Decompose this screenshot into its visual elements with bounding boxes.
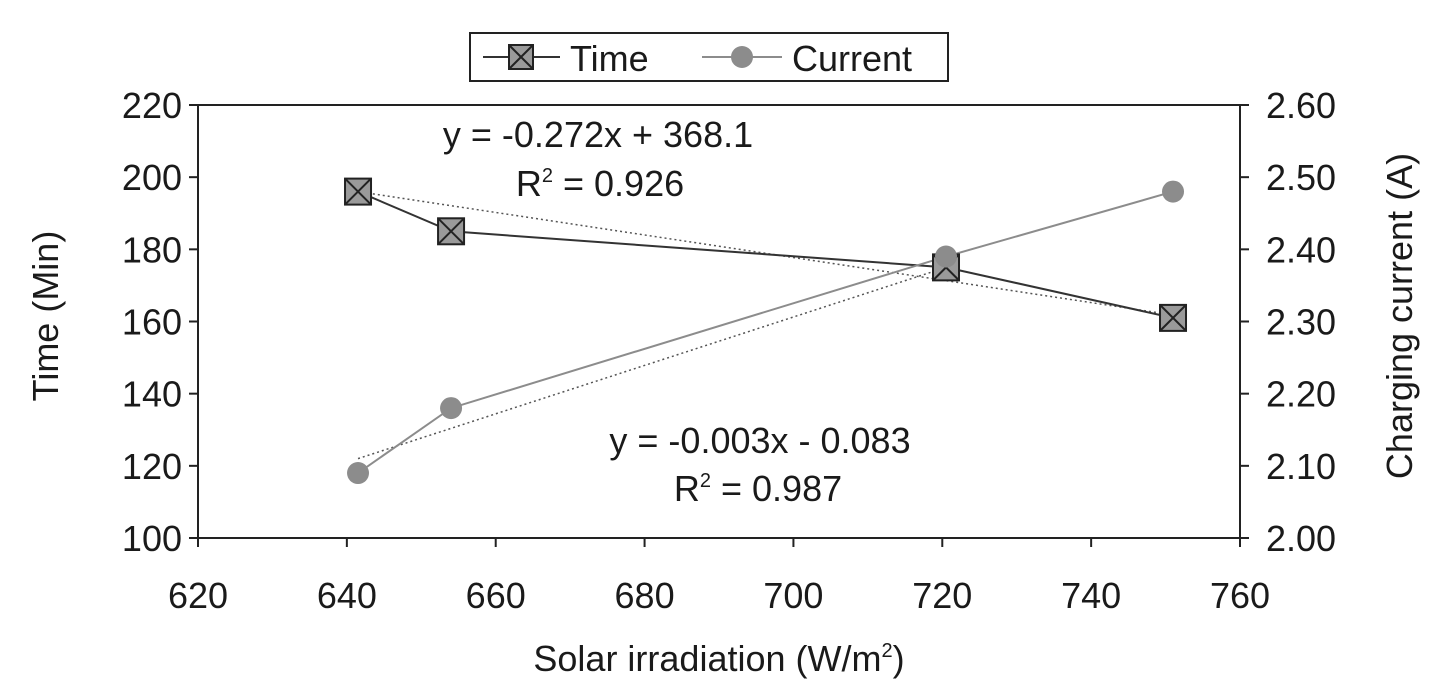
y2-tick-label: 2.20 <box>1266 374 1336 415</box>
legend-current-marker-icon <box>731 46 753 68</box>
x-axis: 620 640 660 680 700 720 740 760 <box>168 538 1270 616</box>
current-trend-r2: R2 = 0.987 <box>674 468 842 509</box>
y2-tick-label: 2.60 <box>1266 85 1336 126</box>
current-point <box>935 245 958 268</box>
y-tick-label: 180 <box>122 229 182 270</box>
legend: Time Current <box>469 32 949 82</box>
y-tick-label: 220 <box>122 85 182 126</box>
y-tick-label: 120 <box>122 446 182 487</box>
y-axis-right-title: Charging current (A) <box>1379 153 1420 479</box>
y2-tick-label: 2.30 <box>1266 302 1336 343</box>
y2-tick-label: 2.50 <box>1266 157 1336 198</box>
legend-current-label: Current <box>792 38 912 79</box>
x-tick-label: 620 <box>168 575 228 616</box>
y-tick-label: 140 <box>122 374 182 415</box>
y2-tick-label: 2.10 <box>1266 446 1336 487</box>
x-tick-label: 640 <box>317 575 377 616</box>
current-point <box>440 397 463 420</box>
x-tick-label: 720 <box>912 575 972 616</box>
y-tick-label: 200 <box>122 157 182 198</box>
time-point <box>344 177 373 206</box>
x-tick-label: 740 <box>1061 575 1121 616</box>
y-axis-left-title: Time (Min) <box>25 231 66 402</box>
series-layer <box>344 177 1188 485</box>
legend-time-marker-icon <box>508 44 534 70</box>
x-tick-label: 680 <box>615 575 675 616</box>
current-trendline <box>357 266 947 460</box>
time-trendline <box>357 190 1174 316</box>
x-tick-label: 760 <box>1210 575 1270 616</box>
time-point <box>437 217 466 246</box>
current-point <box>1162 180 1185 203</box>
time-point <box>1159 303 1188 332</box>
x-axis-title: Solar irradiation (W/m2) <box>533 638 904 679</box>
current-trend-equation: y = -0.003x - 0.083 <box>609 420 910 461</box>
current-series-line <box>357 190 1174 474</box>
current-point <box>347 462 370 485</box>
y2-tick-label: 2.40 <box>1266 229 1336 270</box>
y-axis-right: 2.00 2.10 2.20 2.30 2.40 2.50 2.60 <box>1240 85 1336 559</box>
y-tick-label: 160 <box>122 302 182 343</box>
x-tick-label: 700 <box>763 575 823 616</box>
legend-time-label: Time <box>570 38 649 79</box>
x-tick-label: 660 <box>466 575 526 616</box>
y-tick-label: 100 <box>122 518 182 559</box>
time-trend-equation: y = -0.272x + 368.1 <box>443 114 753 155</box>
y2-tick-label: 2.00 <box>1266 518 1336 559</box>
time-trend-r2: R2 = 0.926 <box>516 163 684 204</box>
y-axis-left: 100 120 140 160 180 200 220 <box>122 85 198 559</box>
time-series-line <box>357 190 1174 319</box>
